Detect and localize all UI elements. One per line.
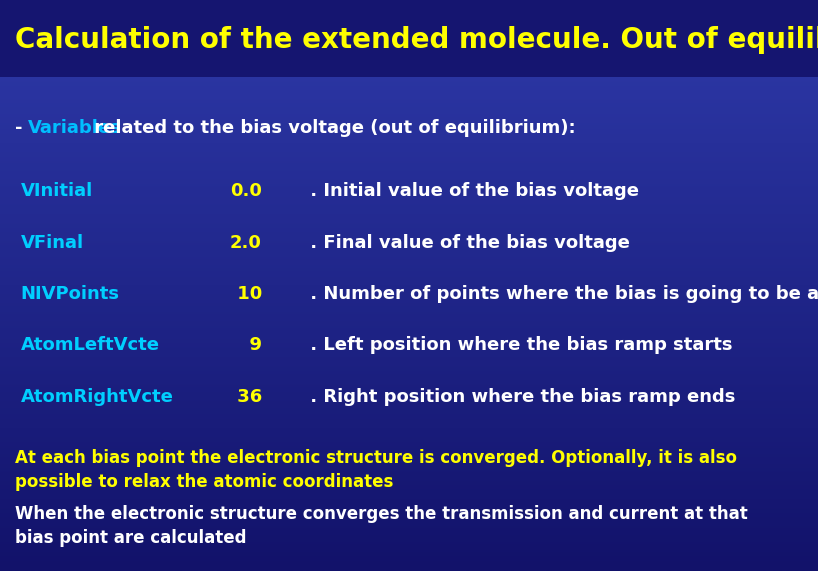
Text: . Left position where the bias ramp starts: . Left position where the bias ramp star… xyxy=(304,336,733,355)
Text: 9: 9 xyxy=(236,336,262,355)
Text: 2.0: 2.0 xyxy=(230,234,262,252)
Text: -: - xyxy=(15,119,29,138)
Text: 10: 10 xyxy=(231,285,262,303)
Text: NIVPoints: NIVPoints xyxy=(20,285,119,303)
Text: Variables: Variables xyxy=(28,119,122,138)
Text: Calculation of the extended molecule. Out of equilibrium: Calculation of the extended molecule. Ou… xyxy=(15,26,818,54)
Text: VInitial: VInitial xyxy=(20,182,92,200)
Text: When the electronic structure converges the transmission and current at that: When the electronic structure converges … xyxy=(15,505,748,523)
Text: . Final value of the bias voltage: . Final value of the bias voltage xyxy=(304,234,630,252)
Text: VFinal: VFinal xyxy=(20,234,83,252)
Text: AtomRightVcte: AtomRightVcte xyxy=(20,388,173,406)
Text: . Right position where the bias ramp ends: . Right position where the bias ramp end… xyxy=(304,388,735,406)
Text: 36: 36 xyxy=(231,388,262,406)
Text: possible to relax the atomic coordinates: possible to relax the atomic coordinates xyxy=(15,473,393,492)
Text: . Number of points where the bias is going to be applied: . Number of points where the bias is goi… xyxy=(304,285,818,303)
Text: 0.0: 0.0 xyxy=(230,182,262,200)
Text: AtomLeftVcte: AtomLeftVcte xyxy=(20,336,160,355)
Text: . Initial value of the bias voltage: . Initial value of the bias voltage xyxy=(304,182,640,200)
FancyBboxPatch shape xyxy=(0,0,818,77)
Text: At each bias point the electronic structure is converged. Optionally, it is also: At each bias point the electronic struct… xyxy=(15,449,737,467)
Text: related to the bias voltage (out of equilibrium):: related to the bias voltage (out of equi… xyxy=(88,119,575,138)
Text: bias point are calculated: bias point are calculated xyxy=(15,529,246,548)
